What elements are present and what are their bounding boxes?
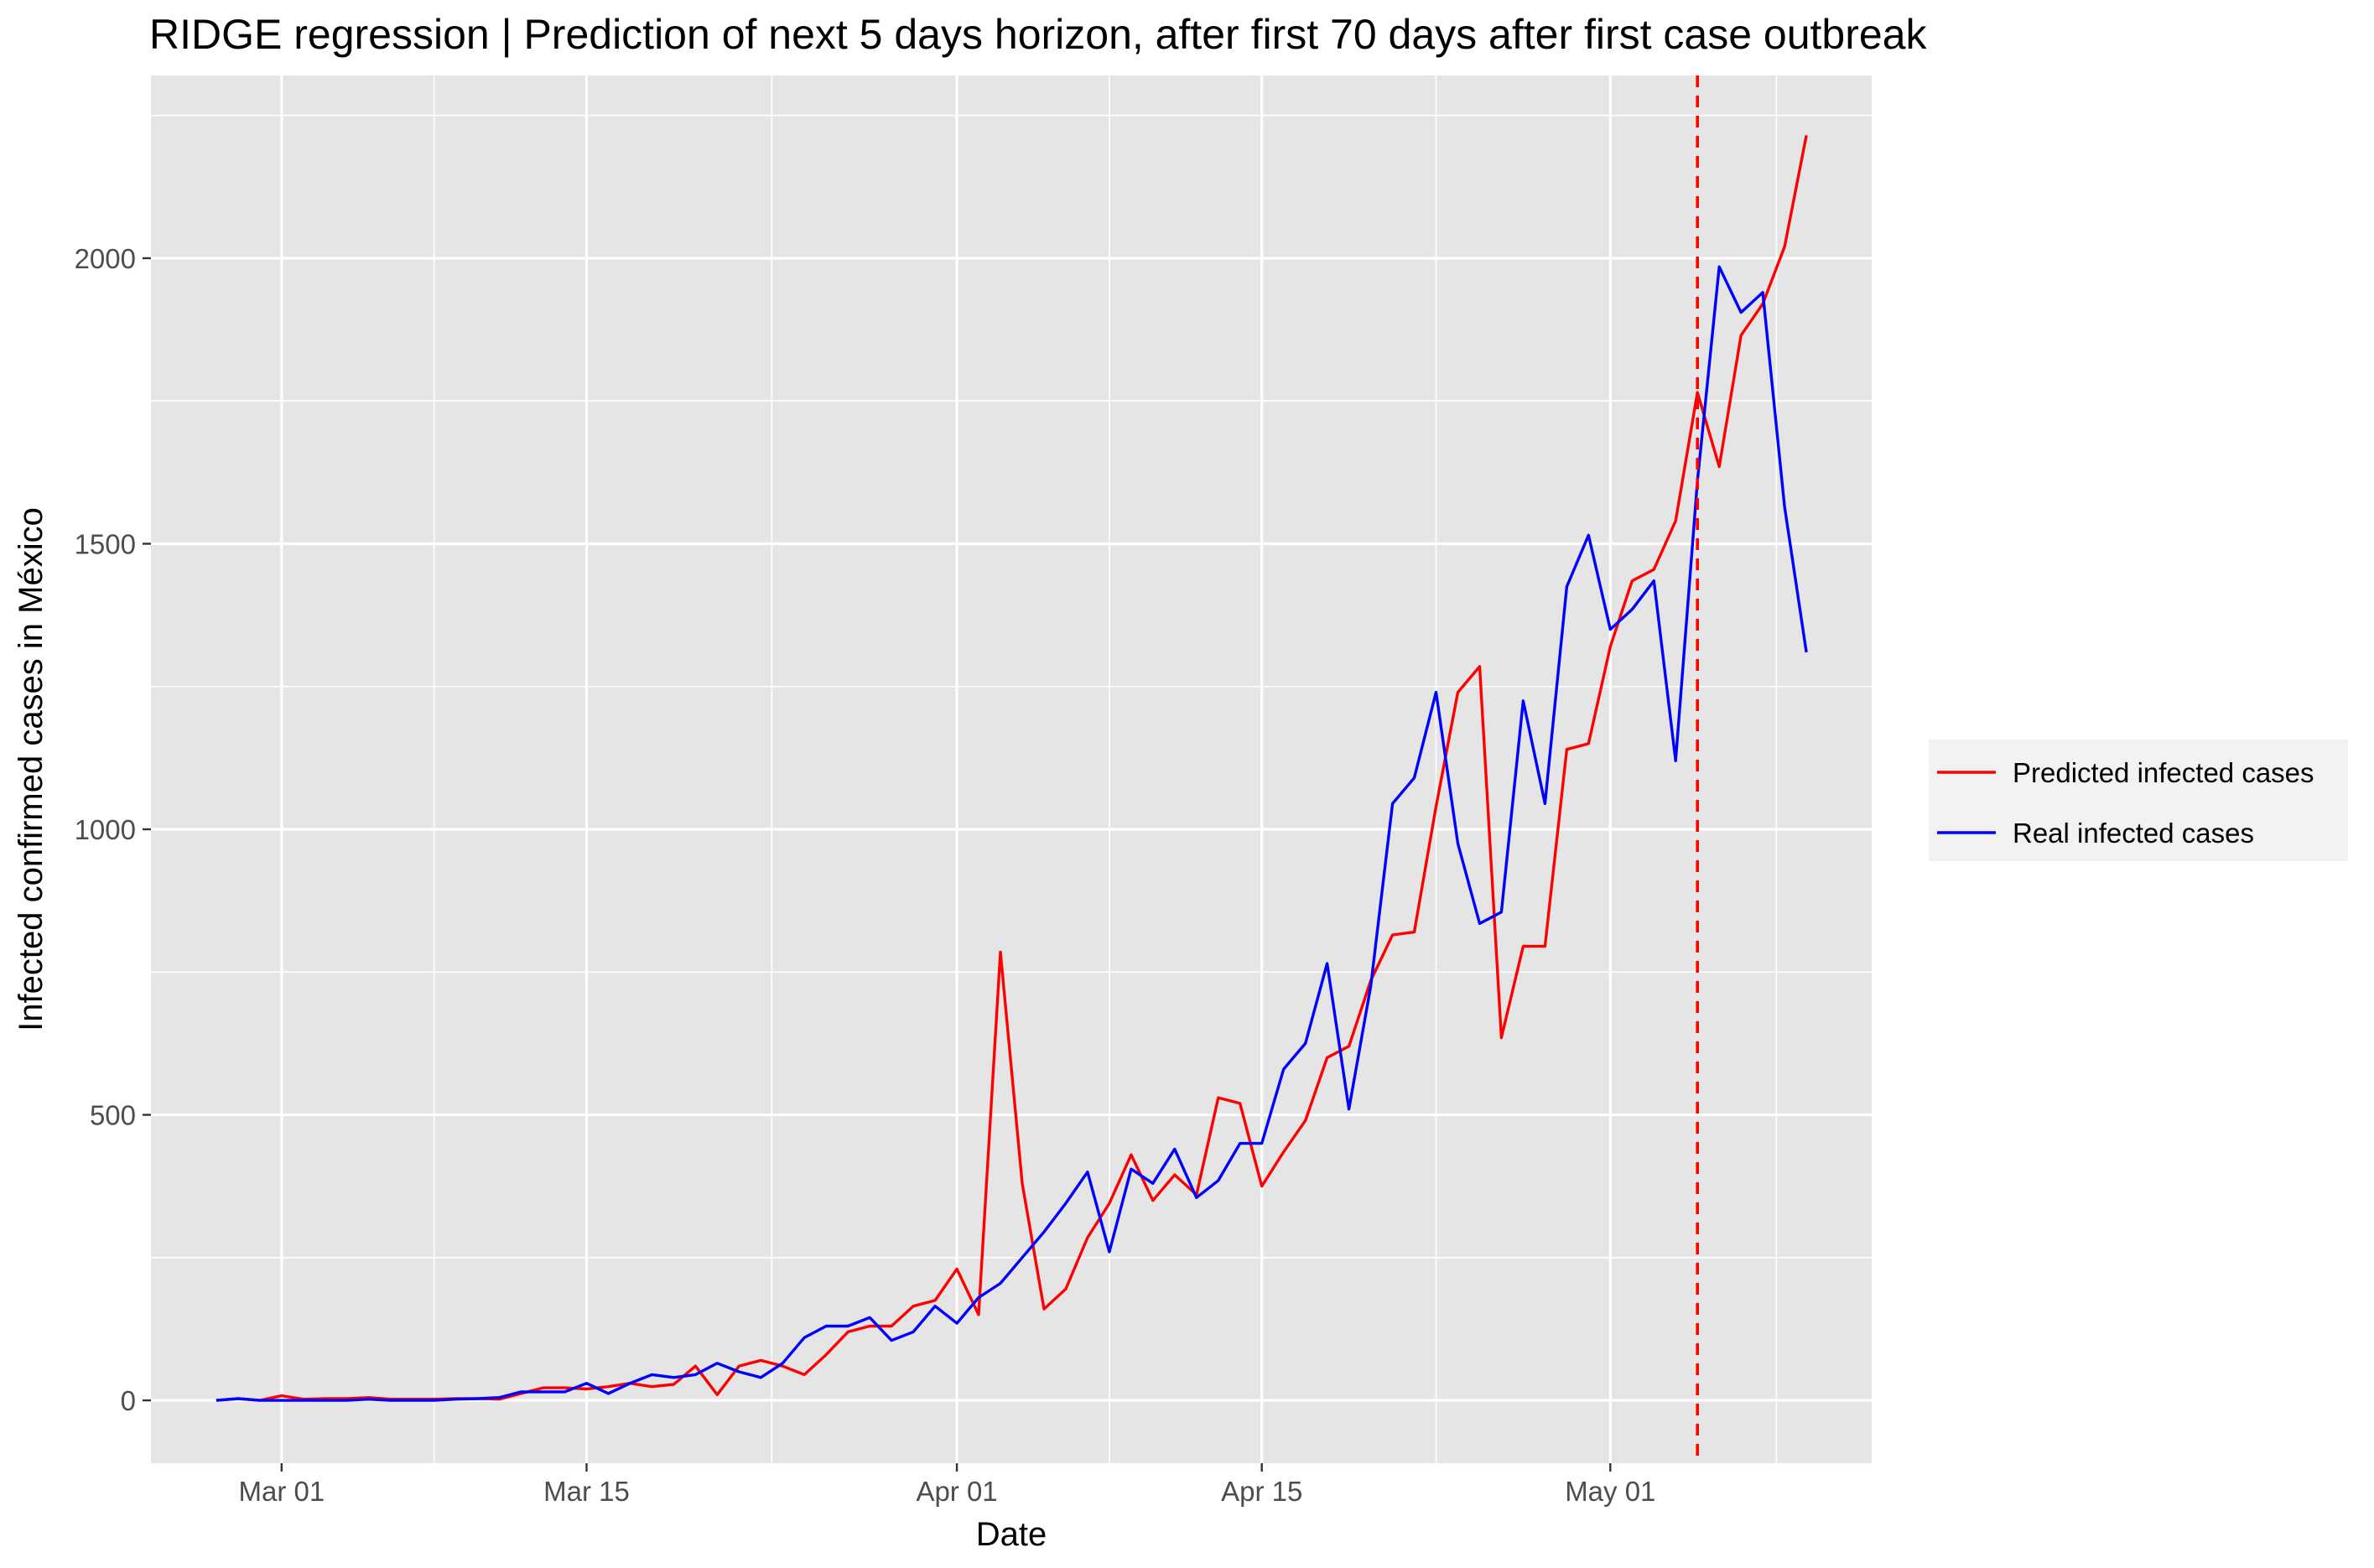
y-tick-label: 500 [90,1100,136,1131]
real-series-line [216,265,1808,1402]
legend: Predicted infected cases Real infected ca… [1929,740,2348,861]
plot-panel [151,75,1872,1463]
y-axis: 0 500 1000 1500 2000 [75,243,151,1416]
legend-label: Predicted infected cases [2013,757,2314,788]
x-tick-label: Apr 15 [1221,1476,1302,1507]
x-tick-label: Mar 15 [543,1476,630,1507]
x-axis: Mar 01 Mar 15 Apr 01 Apr 15 May 01 [238,1463,1655,1507]
y-axis-title: Infected confirmed cases in México [13,507,49,1031]
x-tick-label: May 01 [1565,1476,1655,1507]
legend-label: Real infected cases [2013,818,2254,849]
x-axis-title: Date [976,1516,1047,1553]
chart-title: RIDGE regression | Prediction of next 5 … [149,11,1928,58]
y-tick-label: 0 [121,1385,136,1416]
x-tick-label: Mar 01 [238,1476,325,1507]
series-layer [216,135,1808,1402]
y-tick-label: 2000 [75,243,136,274]
y-tick-label: 1500 [75,528,136,559]
y-tick-label: 1000 [75,814,136,845]
minor-gridlines [151,75,1872,1463]
x-tick-label: Apr 01 [916,1476,997,1507]
